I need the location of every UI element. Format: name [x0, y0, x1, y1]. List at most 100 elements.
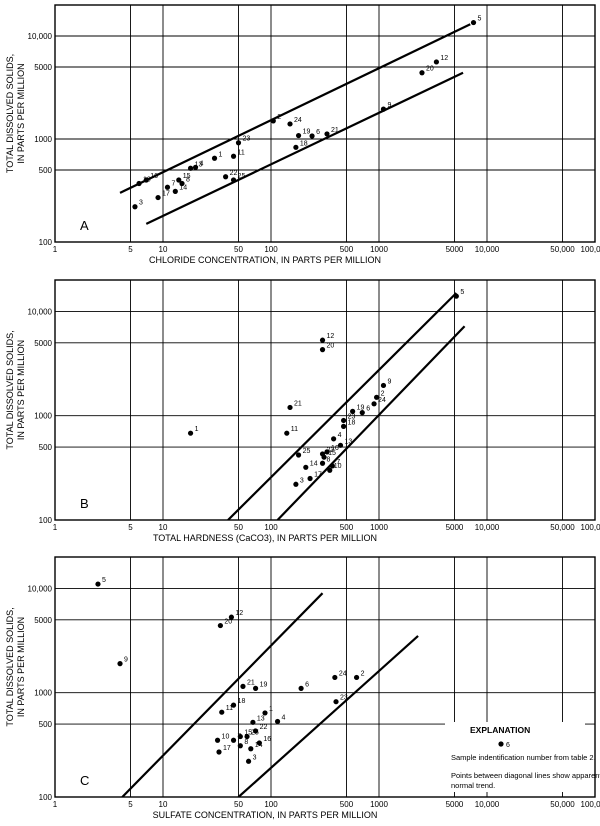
point-label: 20 — [327, 343, 335, 350]
x-tick-label: 500 — [340, 245, 354, 254]
sample-point — [298, 685, 304, 691]
sample-point — [470, 19, 477, 26]
y-tick-label: 1000 — [34, 135, 52, 144]
point-label: 1 — [195, 426, 199, 433]
point-label: 17 — [314, 471, 322, 478]
y-tick-label: 1000 — [34, 689, 52, 698]
point-label: 24 — [378, 397, 386, 404]
sample-point — [228, 614, 235, 620]
sample-point — [237, 743, 243, 749]
point-label: 1 — [269, 706, 273, 713]
point-label: 2 — [381, 390, 385, 397]
point-label: 9 — [124, 657, 128, 664]
y-axis-label: IN PARTS PER MILLION — [16, 617, 26, 717]
sample-point — [230, 702, 237, 708]
point-label: 7 — [171, 180, 175, 187]
point-label: 5 — [478, 16, 482, 23]
point-label: 12 — [327, 333, 335, 340]
point-label: 16 — [150, 173, 158, 180]
x-tick-label: 10,000 — [475, 523, 500, 532]
y-tick-label: 500 — [39, 166, 53, 175]
point-label: 2 — [361, 670, 365, 677]
sample-point — [309, 133, 315, 139]
point-label: 15 — [183, 173, 191, 180]
point-label: 20 — [224, 619, 232, 626]
panel-letter: B — [80, 496, 89, 511]
sample-point — [274, 718, 281, 725]
x-tick-label: 1 — [53, 800, 58, 809]
y-tick-label: 1000 — [34, 412, 52, 421]
sample-point — [235, 140, 242, 146]
x-tick-label: 1000 — [370, 800, 388, 809]
sample-point — [329, 463, 335, 469]
point-label: 13 — [195, 161, 203, 168]
sample-point — [380, 106, 387, 112]
explanation-box — [445, 722, 585, 792]
point-label: 13 — [257, 715, 265, 722]
x-tick-label: 5000 — [446, 800, 464, 809]
x-tick-label: 10,000 — [475, 245, 500, 254]
x-tick-label: 50,000 — [550, 800, 575, 809]
x-tick-label: 5 — [128, 800, 133, 809]
point-label: 23 — [242, 136, 250, 143]
point-label: 22 — [230, 170, 238, 177]
x-tick-label: 10,000 — [475, 800, 500, 809]
x-tick-label: 1 — [53, 245, 58, 254]
x-tick-label: 50 — [234, 523, 243, 532]
trend-line — [119, 23, 471, 194]
x-tick-label: 100 — [264, 523, 278, 532]
sample-point — [262, 710, 268, 716]
y-tick-label: 5000 — [34, 63, 52, 72]
y-tick-label: 500 — [39, 443, 53, 452]
x-tick-label: 5000 — [446, 245, 464, 254]
y-tick-label: 100 — [39, 516, 53, 525]
x-axis-label: CHLORIDE CONCENTRATION, IN PARTS PER MIL… — [149, 255, 381, 265]
point-label: 17 — [223, 745, 231, 752]
plot-frame — [54, 556, 596, 798]
x-tick-label: 100,000 — [581, 245, 600, 254]
x-tick-label: 100,000 — [581, 800, 600, 809]
sample-point — [230, 737, 237, 743]
point-label: 6 — [305, 681, 309, 688]
point-label: 8 — [186, 176, 190, 183]
sample-point — [95, 581, 101, 587]
point-label: 25 — [251, 730, 259, 737]
x-tick-label: 10 — [159, 523, 168, 532]
trend-line — [227, 292, 458, 520]
sample-point — [240, 683, 246, 689]
sample-point — [217, 622, 223, 629]
explanation-symbol — [498, 741, 504, 747]
sample-point — [230, 177, 237, 183]
point-label: 7 — [336, 459, 340, 466]
point-label: 19 — [357, 404, 365, 411]
point-label: 12 — [440, 55, 448, 62]
sample-point — [350, 408, 356, 414]
trend-line — [121, 592, 324, 797]
sample-point — [333, 699, 339, 705]
sample-point — [132, 204, 138, 210]
sample-point — [319, 347, 326, 353]
y-tick-label: 10,000 — [28, 584, 53, 593]
y-axis-label: IN PARTS PER MILLION — [16, 63, 26, 163]
sample-point — [192, 164, 199, 171]
sample-point — [270, 118, 276, 124]
explanation-line: normal trend. — [451, 781, 495, 790]
sample-point — [223, 174, 229, 180]
x-tick-label: 10 — [159, 800, 168, 809]
sample-point — [419, 70, 425, 76]
sample-point — [211, 155, 218, 161]
x-tick-label: 1000 — [370, 523, 388, 532]
sample-point — [340, 417, 347, 424]
x-tick-label: 10 — [159, 245, 168, 254]
point-label: 13 — [344, 438, 352, 445]
point-label: 11 — [226, 705, 233, 712]
point-label: 11 — [238, 149, 245, 156]
point-label: 19 — [260, 681, 268, 688]
point-label: 22 — [260, 724, 268, 731]
sample-point — [307, 475, 313, 482]
point-label: 2 — [277, 114, 281, 121]
point-label: 22 — [327, 447, 335, 454]
point-label: 15 — [328, 450, 336, 457]
point-label: 24 — [339, 670, 347, 677]
y-tick-label: 5000 — [34, 616, 52, 625]
